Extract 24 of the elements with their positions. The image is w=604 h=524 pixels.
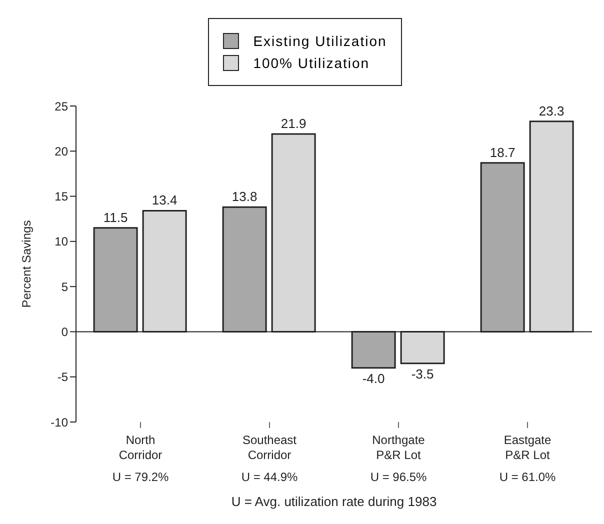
x-tick-label: Northgate P&R Lot U = 96.5% [370, 433, 428, 484]
y-tick-label: 25 [54, 99, 68, 114]
text: 13.4 [152, 192, 178, 208]
text: -4.0 [362, 370, 385, 386]
y-tick-label: -5 [57, 370, 68, 384]
text: 23.3 [538, 103, 564, 118]
y-axis-title: Percent Savings [19, 220, 34, 308]
text: -3.5 [411, 366, 434, 382]
x-tick-label: North Corridor U = 79.2% [112, 433, 170, 484]
text: 18.7 [490, 144, 516, 160]
x-tick-label: Eastgate P&R Lot U = 61.0% [499, 433, 556, 484]
y-tick-label: 20 [54, 144, 68, 158]
y-tick-label: 15 [54, 190, 68, 204]
legend-label: Existing Utilization [253, 33, 387, 49]
y-tick-label: 10 [54, 234, 68, 249]
y-tick-label: 5 [61, 280, 68, 294]
x-tick-label: Southeast Corridor U = 44.9% [241, 433, 298, 484]
y-tick-label: -10 [50, 415, 68, 430]
text: 11.5 [103, 210, 128, 225]
x-axis-title: U = Avg. utilization rate during 1983 [231, 494, 437, 509]
legend-label: 100% Utilization [253, 55, 370, 71]
text: 13.8 [232, 189, 258, 204]
y-tick-label: 0 [61, 324, 68, 339]
text: 21.9 [280, 116, 306, 131]
